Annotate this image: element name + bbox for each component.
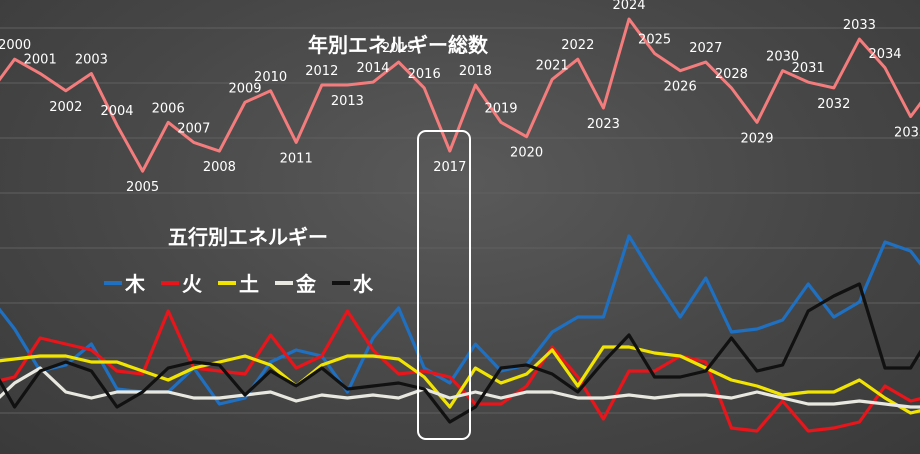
year-label: 2022 (561, 38, 594, 53)
year-label: 2010 (254, 70, 287, 85)
series-line-1 (0, 309, 920, 433)
year-label: 2024 (612, 0, 645, 13)
year-label: 2014 (356, 61, 389, 76)
series-line-3 (0, 366, 920, 409)
gridlines (0, 27, 920, 414)
year-labels: 9200020012002200320042005200620072008200… (0, 0, 920, 195)
legend: 木火土金水 (104, 272, 374, 296)
year-label: 2031 (792, 61, 825, 76)
year-label: 2023 (587, 117, 620, 132)
year-label: 2021 (536, 58, 569, 73)
year-label: 2032 (817, 97, 850, 112)
year-label: 2029 (740, 131, 773, 146)
year-label: 2002 (49, 100, 82, 115)
year-label: 2026 (664, 80, 697, 95)
year-label: 2028 (715, 67, 748, 82)
year-label: 2012 (305, 64, 338, 79)
year-label: 2017 (433, 160, 466, 175)
year-label: 2034 (868, 47, 901, 62)
year-label: 2000 (0, 38, 31, 53)
year-label: 2033 (843, 18, 876, 33)
year-label: 2001 (24, 53, 57, 68)
chart-title-elements: 五行別エネルギー (168, 225, 328, 249)
annual-total-line (0, 17, 920, 173)
year-label: 2007 (177, 121, 210, 136)
chart-title-annual: 年別エネルギー総数 (308, 33, 489, 57)
series-line-4 (0, 282, 920, 424)
year-label: 2008 (203, 160, 236, 175)
legend-label: 木 (124, 272, 146, 296)
year-label: 2004 (100, 104, 133, 119)
legend-label: 土 (239, 272, 259, 296)
year-label: 2025 (638, 32, 671, 47)
year-label: 2027 (689, 41, 722, 56)
year-label: 2013 (331, 94, 364, 109)
annual-total-series (0, 17, 920, 173)
series-line-2 (0, 345, 920, 415)
legend-label: 水 (353, 272, 374, 296)
year-label: 2020 (510, 146, 543, 161)
highlight-box-2017 (417, 130, 471, 440)
year-label: 2035 (894, 126, 920, 141)
legend-label: 金 (295, 272, 317, 296)
year-label: 2018 (459, 64, 492, 79)
year-label: 2003 (75, 53, 108, 68)
year-label: 2019 (484, 101, 517, 116)
five-elements-series (0, 234, 920, 433)
year-label: 2016 (408, 67, 441, 82)
year-label: 2009 (228, 81, 261, 96)
year-label: 2030 (766, 50, 799, 65)
year-label: 2006 (152, 101, 185, 116)
series-line-0 (0, 234, 920, 406)
year-label: 2005 (126, 180, 159, 195)
year-label: 2011 (280, 151, 313, 166)
legend-label: 火 (182, 272, 203, 296)
year-label: 2015 (382, 41, 415, 56)
